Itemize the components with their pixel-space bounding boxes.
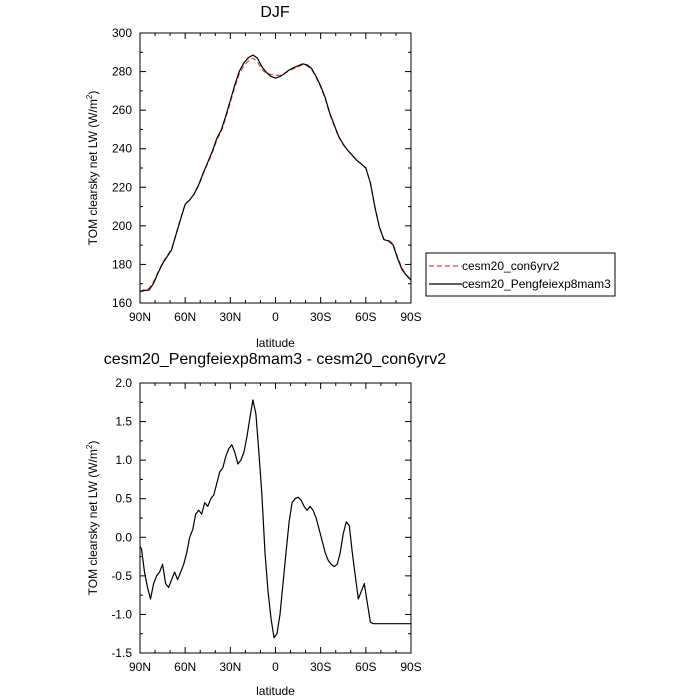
top-chart-title: DJF bbox=[260, 4, 290, 21]
top-chart-ytick-label-7: 300 bbox=[112, 26, 132, 40]
bottom-chart-ylabel-sup: 2 bbox=[85, 444, 94, 449]
bottom-chart-xlabel: latitude bbox=[256, 684, 295, 698]
bottom-chart-ytick-label-2: -0.5 bbox=[111, 569, 132, 583]
top-chart-ylabel-text: TOM clearsky net LW (W/m bbox=[86, 99, 100, 245]
legend-box bbox=[425, 252, 616, 297]
bottom-chart-xtick-label-0: 90N bbox=[129, 660, 151, 674]
top-chart-ytick-label-3: 220 bbox=[112, 180, 132, 194]
top-chart-plot-frame bbox=[139, 32, 412, 304]
top-chart-panel: DJF 90N 60N 30N 0 30S 60S 90S 160 180 200 220 240 26… bbox=[85, 4, 616, 350]
top-chart-xtick-label-5: 60S bbox=[355, 310, 376, 324]
top-chart-ytick-label-2: 200 bbox=[112, 219, 132, 233]
bottom-chart-ytick-label-5: 1.0 bbox=[115, 453, 132, 467]
top-chart-xtick-label-4: 30S bbox=[310, 310, 331, 324]
top-chart-ytick-label-4: 240 bbox=[112, 142, 132, 156]
bottom-chart-ylabel-text: TOM clearsky net LW (W/m bbox=[86, 449, 100, 595]
bottom-chart-ylabel: TOM clearsky net LW (W/m2) bbox=[85, 441, 100, 596]
bottom-chart-xtick-label-1: 60N bbox=[174, 660, 196, 674]
legend: cesm20_con6yrv2 cesm20_Pengfeiexp8mam3 bbox=[425, 252, 616, 297]
top-chart-ytick-label-1: 180 bbox=[112, 257, 132, 271]
bottom-chart-xtick-label-3: 0 bbox=[272, 660, 279, 674]
bottom-chart-xtick-label-5: 60S bbox=[355, 660, 376, 674]
bottom-chart-ytick-label-3: 0.0 bbox=[115, 530, 132, 544]
top-chart-ytick-label-5: 260 bbox=[112, 103, 132, 117]
bottom-chart-ytick-label-1: -1.0 bbox=[111, 607, 132, 621]
bottom-chart-xtick-label-4: 30S bbox=[310, 660, 331, 674]
bottom-chart-xtick-label-2: 30N bbox=[219, 660, 241, 674]
bottom-chart-plot-frame bbox=[139, 382, 412, 654]
top-chart-xtick-label-6: 90S bbox=[400, 310, 421, 324]
top-chart-xtick-label-2: 30N bbox=[219, 310, 241, 324]
top-chart-ylabel-sup: 2 bbox=[85, 94, 94, 99]
bottom-chart-ylabel-close: ) bbox=[86, 441, 100, 445]
bottom-chart-panel: cesm20_Pengfeiexp8mam3 - cesm20_con6yrv2… bbox=[85, 351, 446, 698]
top-chart-ylabel-close: ) bbox=[86, 91, 100, 95]
bottom-chart-xtick-label-6: 90S bbox=[400, 660, 421, 674]
top-chart-ytick-label-0: 160 bbox=[112, 296, 132, 310]
bottom-chart-ytick-label-7: 2.0 bbox=[115, 376, 132, 390]
bottom-chart-ytick-label-4: 0.5 bbox=[115, 492, 132, 506]
top-chart-series-line-1 bbox=[139, 54, 412, 293]
bottom-chart-ytick-label-6: 1.5 bbox=[115, 415, 132, 429]
legend-label-cesm20-pengfeiexp8mam3: cesm20_Pengfeiexp8mam3 bbox=[462, 277, 611, 291]
bottom-chart-ytick-label-0: -1.5 bbox=[111, 646, 132, 660]
top-chart-series-line-0 bbox=[139, 57, 412, 292]
top-chart-ylabel: TOM clearsky net LW (W/m2) bbox=[85, 91, 100, 246]
top-chart-xtick-label-0: 90N bbox=[129, 310, 151, 324]
top-chart-xtick-label-1: 60N bbox=[174, 310, 196, 324]
bottom-chart-series-line-0 bbox=[139, 399, 411, 639]
top-chart-xtick-label-3: 0 bbox=[272, 310, 279, 324]
legend-label-cesm20-con6yrv2: cesm20_con6yrv2 bbox=[462, 259, 560, 273]
bottom-chart-title: cesm20_Pengfeiexp8mam3 - cesm20_con6yrv2 bbox=[104, 351, 447, 368]
top-chart-xlabel: latitude bbox=[256, 336, 295, 350]
top-chart-ytick-label-6: 280 bbox=[112, 65, 132, 79]
